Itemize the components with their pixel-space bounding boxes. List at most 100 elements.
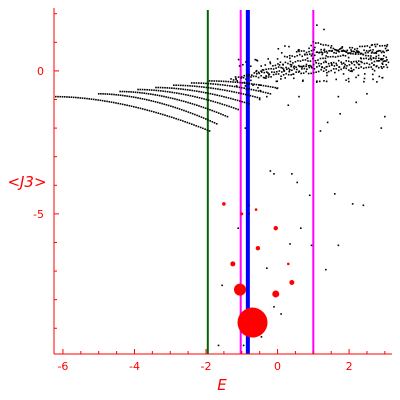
data-point — [275, 73, 277, 75]
data-point — [303, 50, 305, 52]
data-point — [265, 75, 268, 78]
data-point — [154, 94, 157, 96]
data-point — [130, 91, 132, 93]
data-point — [371, 68, 374, 70]
data-point — [257, 90, 260, 92]
data-point — [170, 105, 172, 107]
data-point — [117, 94, 120, 96]
data-point — [207, 119, 209, 121]
data-point — [337, 59, 340, 62]
data-point — [362, 57, 365, 60]
data-point — [326, 71, 328, 74]
data-point — [182, 120, 184, 122]
data-point — [236, 80, 238, 82]
data-point — [155, 89, 158, 92]
data-point — [214, 87, 217, 90]
data-point — [281, 71, 283, 73]
data-point — [288, 45, 290, 48]
data-point — [152, 93, 154, 96]
data-point — [290, 64, 293, 66]
data-point — [200, 82, 203, 84]
data-point — [148, 109, 151, 112]
data-point — [363, 62, 366, 65]
data-point — [381, 76, 383, 79]
data-point — [348, 46, 351, 49]
data-point — [150, 93, 152, 95]
data-point — [133, 105, 135, 108]
data-point — [124, 103, 126, 106]
data-point — [143, 98, 146, 101]
data-point — [360, 52, 362, 55]
data-point — [208, 80, 211, 82]
data-point — [180, 93, 183, 95]
data-point — [172, 106, 174, 108]
data-point — [333, 51, 335, 54]
data-point — [362, 204, 365, 207]
data-point — [363, 80, 365, 83]
data-point — [159, 102, 161, 104]
data-point — [274, 86, 276, 89]
data-point — [79, 97, 82, 99]
data-point — [382, 57, 384, 60]
data-point — [352, 68, 355, 71]
data-point — [380, 127, 383, 129]
data-point — [248, 102, 250, 105]
data-point — [332, 68, 335, 70]
data-point — [263, 71, 266, 74]
data-point — [212, 83, 214, 85]
data-point — [244, 93, 247, 96]
data-point — [360, 66, 363, 68]
data-point — [322, 57, 324, 60]
data-point — [121, 94, 124, 97]
data-point — [190, 123, 193, 125]
data-point — [312, 71, 315, 74]
data-point — [323, 48, 326, 51]
data-point — [316, 80, 318, 82]
data-point — [265, 85, 267, 87]
data-point — [159, 113, 162, 115]
data-point — [219, 83, 222, 86]
data-point — [337, 50, 340, 53]
data-point — [365, 54, 367, 57]
data-point — [315, 51, 318, 54]
data-point — [242, 344, 245, 347]
data-point — [248, 213, 250, 215]
data-point — [173, 87, 175, 90]
data-point — [322, 44, 325, 46]
data-point — [97, 99, 99, 101]
data-point — [347, 52, 350, 55]
data-point — [371, 73, 374, 76]
data-point — [180, 99, 183, 102]
data-point — [366, 45, 369, 47]
data-point — [301, 68, 303, 70]
data-point — [349, 70, 352, 73]
data-point — [63, 96, 66, 98]
data-point — [381, 44, 384, 47]
y-tick-label: -5 — [33, 208, 44, 221]
data-point — [293, 67, 296, 70]
data-point — [372, 49, 374, 51]
data-point — [141, 88, 144, 91]
data-point — [188, 122, 191, 125]
data-point — [198, 85, 201, 88]
data-point — [210, 99, 212, 102]
data-point — [292, 73, 294, 75]
data-point — [351, 203, 354, 205]
data-point — [320, 43, 322, 46]
data-point — [367, 51, 369, 54]
data-point — [137, 107, 140, 109]
data-point — [313, 68, 316, 70]
data-point — [187, 111, 190, 113]
data-point — [198, 97, 201, 99]
data-point — [314, 60, 317, 62]
data-point — [202, 82, 205, 85]
data-point — [164, 90, 167, 93]
data-point — [368, 50, 370, 52]
data-point — [384, 115, 386, 118]
data-point — [176, 98, 178, 101]
data-point — [252, 89, 255, 91]
data-point — [167, 104, 170, 107]
data-point — [355, 60, 358, 63]
data-point — [351, 70, 353, 73]
data-point — [333, 48, 336, 51]
